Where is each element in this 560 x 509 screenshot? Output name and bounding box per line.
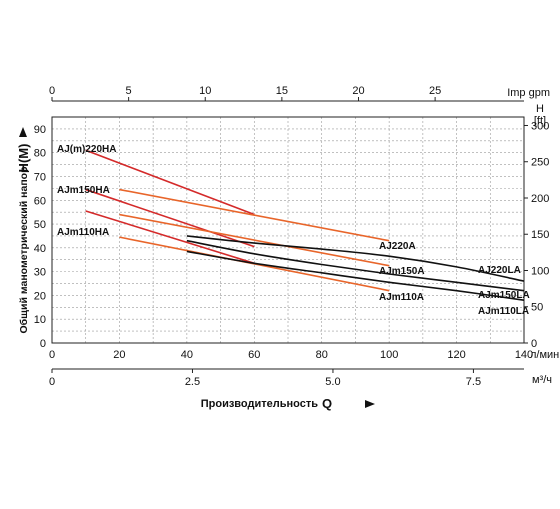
x-axis-title-text: Производительность: [201, 398, 318, 410]
tick-label-m3h: 0: [49, 376, 55, 388]
tick-label-flow-lmin: 140: [515, 349, 533, 361]
tick-label-head-m: 50: [34, 219, 46, 231]
tick-label-head-m: 90: [34, 124, 46, 136]
tick-label-head-m: 40: [34, 243, 46, 255]
unit-label-impgpm: Imp gpm: [507, 87, 550, 99]
tick-label-flow-lmin: 0: [49, 349, 55, 361]
plot-frame: [51, 116, 525, 344]
tick-label-head-m: 30: [34, 267, 46, 279]
unit-label-ft-h: H: [536, 103, 544, 115]
tick-label-flow-lmin: 100: [380, 349, 398, 361]
tick-label-head-ft: 300: [531, 120, 549, 132]
x-axis-title: Производительность Q: [201, 396, 375, 411]
tick-label-m3h: 2.5: [185, 376, 200, 388]
series-label-ajm110la: AJm110LA: [478, 306, 529, 317]
tick-label-head-ft: 150: [531, 229, 549, 241]
series-line-ajm150la: [186, 239, 525, 292]
tick-label-impgpm: 15: [276, 85, 288, 97]
tick-label-flow-lmin: 40: [181, 349, 193, 361]
y-axis-title: Общий манометрический напор H(M): [16, 127, 31, 333]
series-line-aj220la: [186, 235, 525, 282]
tick-label-head-m: 60: [34, 195, 46, 207]
series-line-ajm150ha: [85, 188, 255, 248]
tick-label-head-m: 0: [40, 338, 46, 350]
tick-label-head-ft: 50: [531, 302, 543, 314]
tick-label-flow-lmin: 120: [447, 349, 465, 361]
series-line-ajm110ha: [85, 210, 255, 265]
tick-label-flow-lmin: 80: [316, 349, 328, 361]
tick-label-head-ft: 100: [531, 265, 549, 277]
tick-label-m3h: 7.5: [466, 376, 481, 388]
tick-label-head-m: 70: [34, 171, 46, 183]
unit-label-lmin: л/мин: [530, 349, 559, 361]
tick-label-head-ft: 200: [531, 193, 549, 205]
y-axis-title-text: Общий манометрический напор: [18, 167, 30, 334]
unit-label-ft: [ft]: [534, 115, 546, 127]
series-label-aj220a: AJ220A: [379, 241, 416, 252]
x-axis-title-symbol: Q: [322, 396, 332, 411]
tick-label-head-m: 10: [34, 314, 46, 326]
y-axis-title-symbol: H(M): [16, 144, 31, 173]
tick-label-impgpm: 5: [126, 85, 132, 97]
series-line-aj220a: [119, 188, 390, 242]
series-label-ajm150la: AJm150LA: [478, 290, 530, 301]
series-label-ajm150ha: AJm150HA: [57, 185, 110, 196]
tick-label-m3h: 5.0: [325, 376, 340, 388]
series-label-ajm110ha: AJm110HA: [57, 227, 109, 238]
tick-label-impgpm: 0: [49, 85, 55, 97]
x-axis-arrow-icon: [365, 400, 375, 408]
y-axis-arrow-icon: [19, 127, 27, 137]
series-label-ajm150a: AJm150A: [379, 266, 425, 277]
tick-label-head-m: 80: [34, 148, 46, 160]
series-label-aj220la: AJ220LA: [478, 265, 521, 276]
tick-label-head-ft: 250: [531, 157, 549, 169]
unit-label-m3h: м³/ч: [532, 374, 552, 386]
series-line-ajm110la: [186, 250, 525, 301]
series-label-ajm110a: AJm110A: [379, 292, 424, 303]
series-label-aj-m-220ha: AJ(m)220HA: [57, 144, 116, 155]
series-labels: AJ(m)220HA AJm150HA AJm110HA AJ220A AJm150A A…: [57, 144, 530, 317]
tick-label-head-ft: 0: [531, 338, 537, 350]
series-line-aj-m-220ha: [85, 149, 255, 216]
tick-label-flow-lmin: 20: [113, 349, 125, 361]
grid: [52, 117, 524, 343]
tick-label-head-m: 20: [34, 290, 46, 302]
series-lines: [85, 149, 525, 301]
tick-label-impgpm: 25: [429, 85, 441, 97]
tick-label-flow-lmin: 60: [248, 349, 260, 361]
tick-label-impgpm: 10: [199, 85, 211, 97]
tick-label-impgpm: 20: [352, 85, 364, 97]
series-line-ajm150a: [119, 213, 390, 267]
